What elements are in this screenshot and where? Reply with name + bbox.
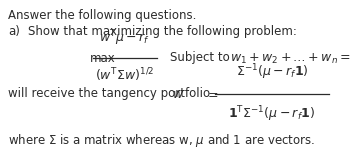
Text: will receive the tangency portfolio: will receive the tangency portfolio [8,87,210,101]
Text: $\Sigma^{-1}(\mu-r_f\mathbf{1})$: $\Sigma^{-1}(\mu-r_f\mathbf{1})$ [236,63,308,82]
Text: Subject to: Subject to [170,51,230,64]
Text: $=$: $=$ [205,87,219,101]
Text: $w^{\mathrm{T}}\mu-r_f$: $w^{\mathrm{T}}\mu-r_f$ [99,28,150,48]
Text: $\mathbf{1}^{\mathrm{T}}\Sigma^{-1}(\mu-r_f\mathbf{1})$: $\mathbf{1}^{\mathrm{T}}\Sigma^{-1}(\mu-… [229,104,315,124]
Text: a): a) [8,25,20,38]
Text: Show that maximizing the following problem:: Show that maximizing the following probl… [28,25,297,38]
Text: where $\Sigma$ is a matrix whereas w, $\mu$ and 1 are vectors.: where $\Sigma$ is a matrix whereas w, $\… [8,132,315,149]
Text: max: max [90,51,116,64]
Text: $(w^{\mathrm{T}}\Sigma w)^{1/2}$: $(w^{\mathrm{T}}\Sigma w)^{1/2}$ [95,66,155,84]
Text: $w$: $w$ [172,87,184,101]
Text: $w_1+w_2+\ldots+w_n=1$: $w_1+w_2+\ldots+w_n=1$ [230,50,350,66]
Text: Answer the following questions.: Answer the following questions. [8,9,196,22]
